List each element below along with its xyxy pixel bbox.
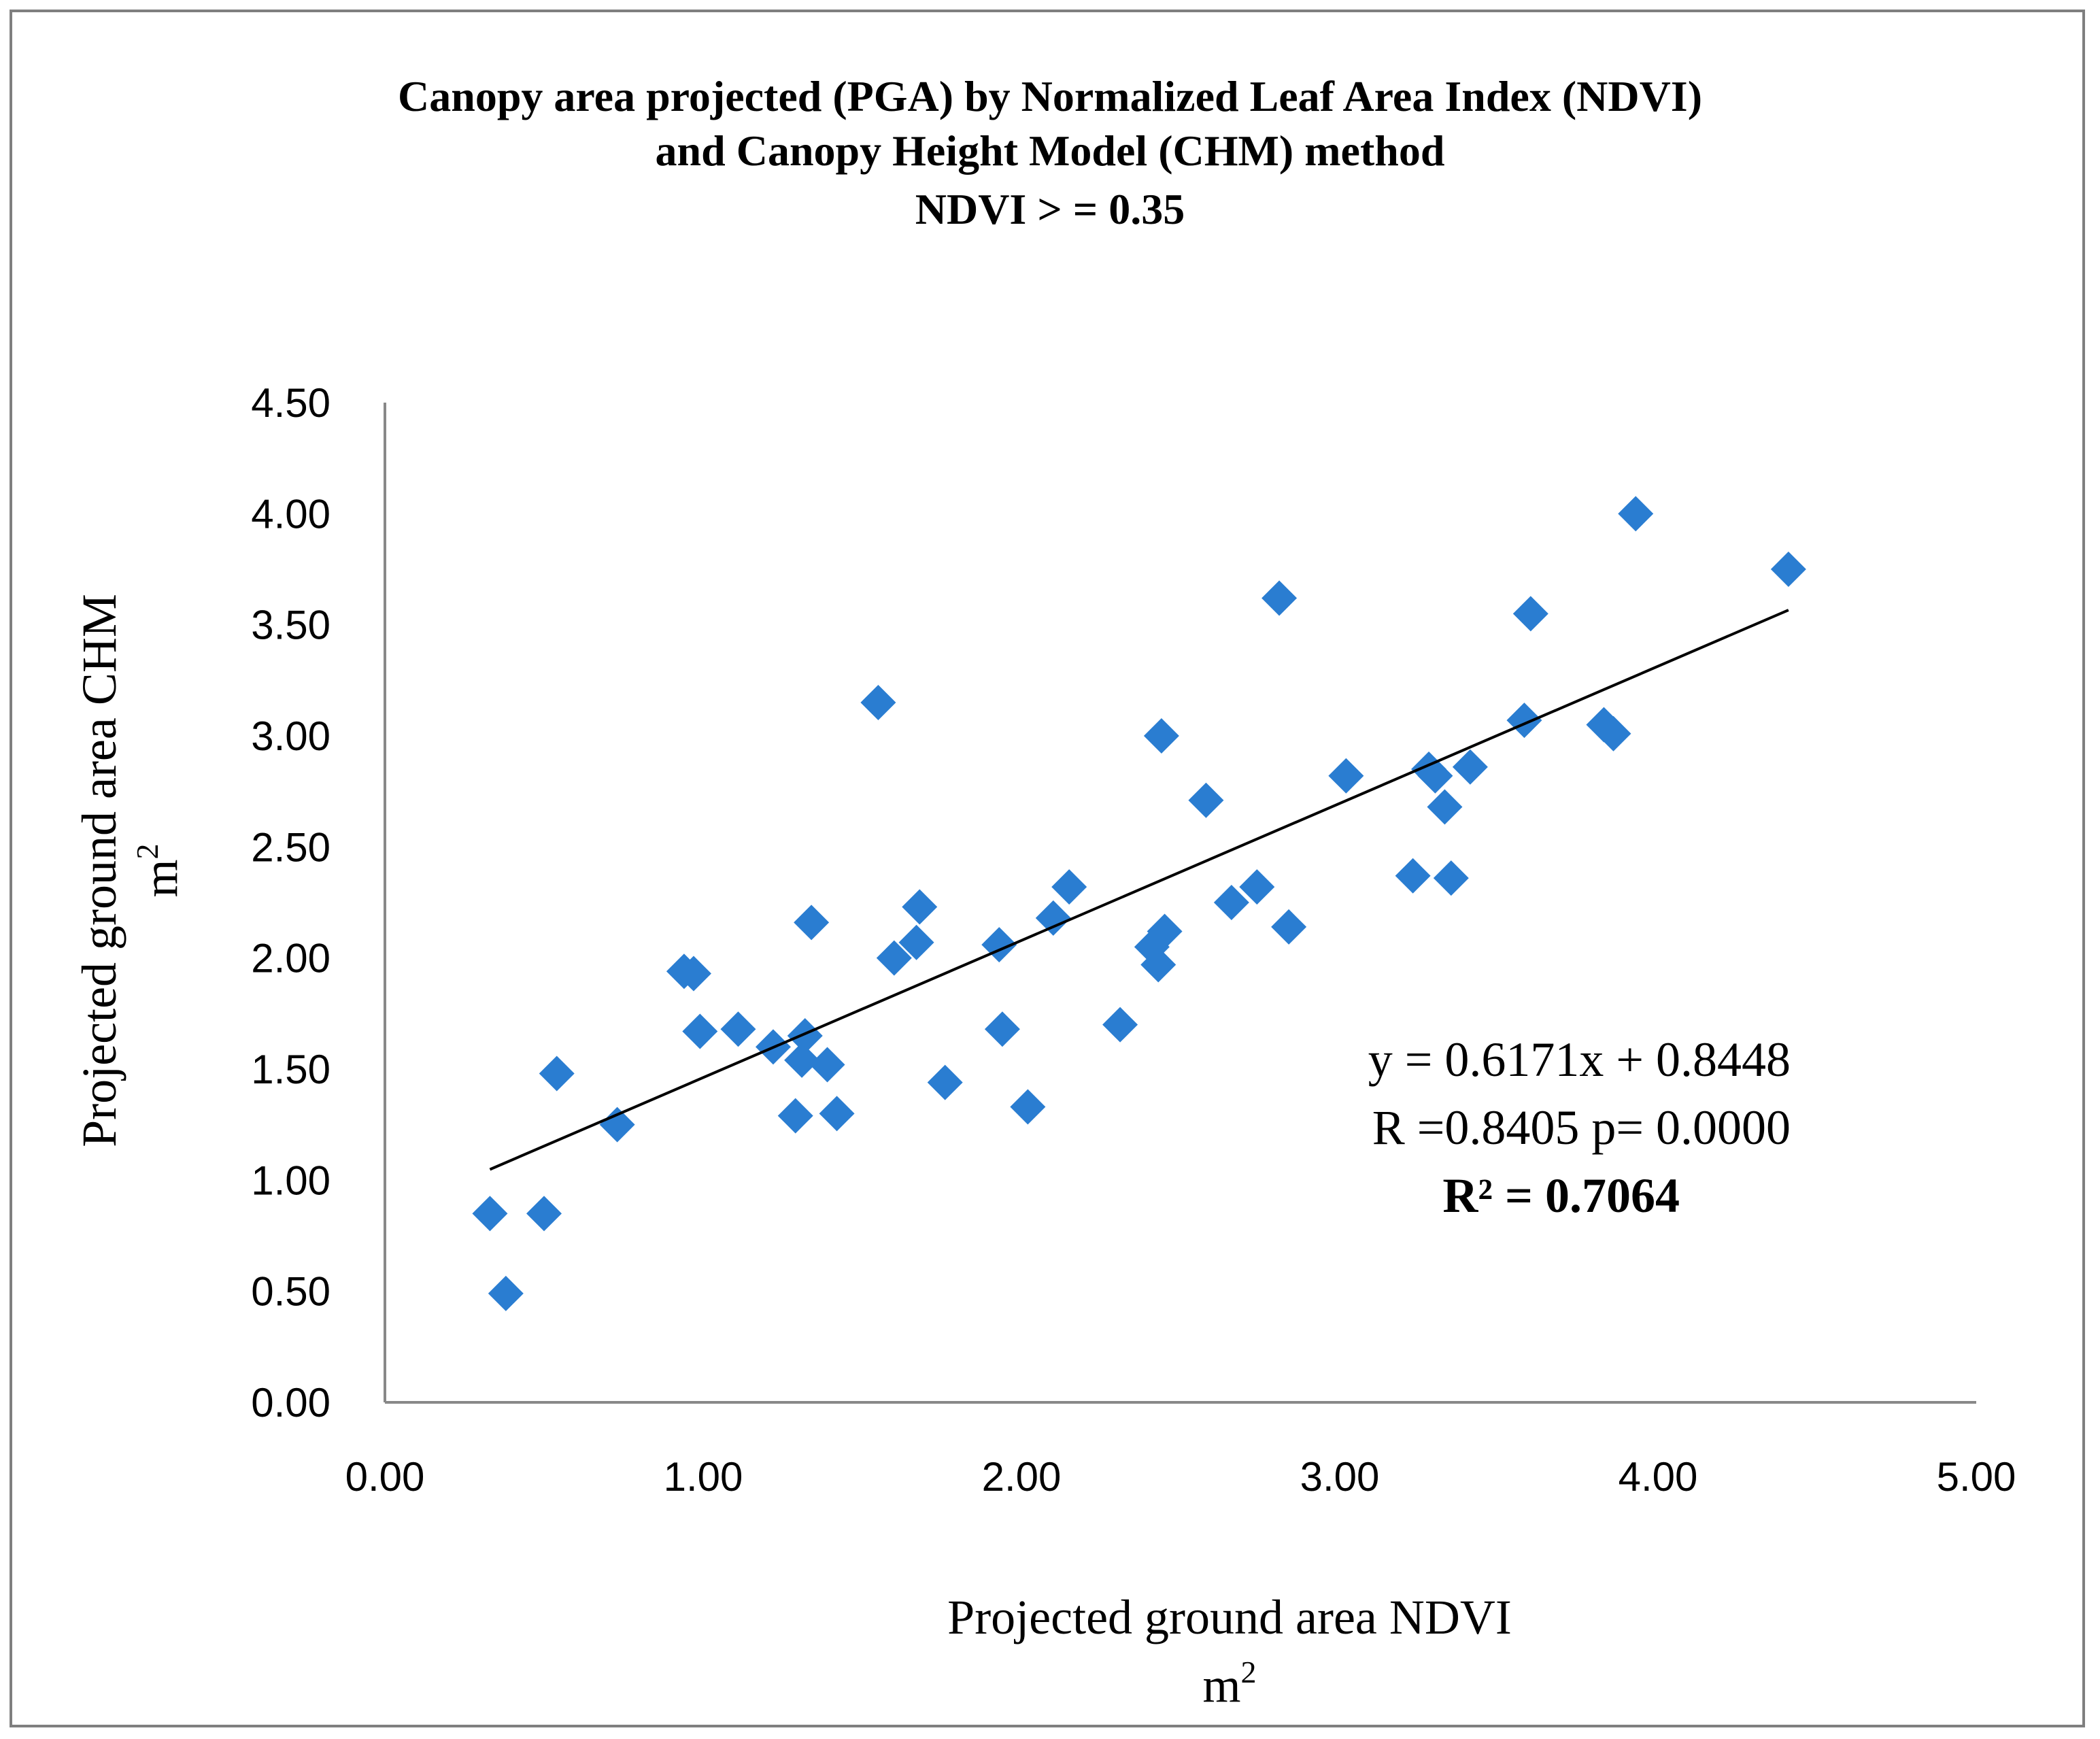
y-tick-label: 4.50 xyxy=(251,380,331,426)
data-points xyxy=(472,496,1806,1311)
chart-title-line-1: Canopy area projected (PGA) by Normalize… xyxy=(398,72,1702,120)
data-point xyxy=(1140,947,1176,983)
data-point xyxy=(488,1275,524,1311)
chart-title-line-2: and Canopy Height Model (CHM) method xyxy=(655,126,1445,175)
data-point xyxy=(1506,703,1542,739)
data-point xyxy=(682,1013,718,1049)
x-tick-label: 5.00 xyxy=(1937,1454,2016,1500)
data-point xyxy=(1147,913,1183,949)
y-axis-unit-base: m xyxy=(133,859,188,897)
data-point xyxy=(902,889,938,925)
data-point xyxy=(784,1042,820,1078)
x-tick-label: 4.00 xyxy=(1619,1454,1698,1500)
data-point xyxy=(1143,718,1179,754)
data-point xyxy=(809,1047,845,1083)
data-point xyxy=(1010,1089,1046,1125)
data-point xyxy=(1328,758,1364,794)
data-point xyxy=(1452,749,1488,785)
data-point xyxy=(675,956,711,992)
data-point xyxy=(1213,885,1249,920)
y-tick-label: 3.00 xyxy=(251,713,331,759)
data-point xyxy=(1618,496,1654,532)
data-point xyxy=(1433,860,1469,896)
data-point xyxy=(720,1011,756,1047)
data-point xyxy=(526,1196,562,1232)
data-point xyxy=(1512,596,1548,632)
data-point xyxy=(1035,900,1071,936)
data-point xyxy=(472,1196,508,1232)
y-axis-title: Projected ground area CHM xyxy=(72,594,126,1147)
data-point xyxy=(1051,869,1087,905)
data-point xyxy=(898,924,934,960)
data-point xyxy=(1595,715,1631,752)
data-point xyxy=(860,685,896,720)
data-point xyxy=(1427,789,1463,825)
y-tick-labels: 0.00 0.50 1.00 1.50 2.00 2.50 3.00 3.50 4.00 4.50 xyxy=(251,380,331,1425)
y-tick-label: 1.50 xyxy=(251,1047,331,1092)
data-point xyxy=(794,905,830,941)
y-tick-label: 0.00 xyxy=(251,1380,331,1425)
x-tick-label: 2.00 xyxy=(982,1454,1062,1500)
x-axis-unit: m2 xyxy=(1202,1655,1256,1712)
data-point xyxy=(777,1098,813,1134)
y-tick-label: 1.00 xyxy=(251,1158,331,1203)
y-tick-label: 0.50 xyxy=(251,1269,331,1315)
data-point xyxy=(1395,858,1431,894)
y-axis-unit: m2 xyxy=(130,843,188,897)
trendline xyxy=(489,609,1789,1171)
data-point xyxy=(927,1064,963,1100)
data-point xyxy=(984,1011,1020,1047)
y-tick-label: 3.50 xyxy=(251,603,331,648)
chart-title-line-3: NDVI > = 0.35 xyxy=(915,185,1185,233)
data-point xyxy=(1770,552,1806,587)
chart-frame xyxy=(10,10,2085,1727)
r-squared-label: R² = 0.7064 xyxy=(1442,1168,1680,1223)
x-tick-label: 1.00 xyxy=(664,1454,743,1500)
equation-label: y = 0.6171x + 0.8448 xyxy=(1368,1032,1791,1087)
data-point xyxy=(1102,1007,1138,1043)
x-axis-unit-exponent: 2 xyxy=(1241,1655,1257,1689)
x-tick-labels: 0.00 1.00 2.00 3.00 4.00 5.00 xyxy=(345,1454,2016,1500)
data-point xyxy=(1261,580,1298,616)
x-tick-label: 0.00 xyxy=(345,1454,425,1500)
data-point xyxy=(1239,869,1275,905)
y-tick-label: 4.00 xyxy=(251,491,331,537)
x-tick-label: 3.00 xyxy=(1300,1454,1380,1500)
y-tick-label: 2.50 xyxy=(251,824,331,870)
data-point xyxy=(787,1018,823,1053)
data-point xyxy=(599,1107,635,1143)
x-axis-title: Projected ground area NDVI xyxy=(947,1590,1512,1644)
y-axis-unit-exponent: 2 xyxy=(130,843,165,859)
data-point xyxy=(1271,909,1307,945)
r-label: R =0.8405 p= 0.0000 xyxy=(1372,1100,1791,1155)
data-point xyxy=(1188,782,1224,818)
y-tick-label: 2.00 xyxy=(251,936,331,981)
data-point xyxy=(876,940,912,976)
x-axis-unit-base: m xyxy=(1202,1658,1240,1712)
data-point xyxy=(539,1056,575,1092)
data-point xyxy=(819,1096,855,1132)
